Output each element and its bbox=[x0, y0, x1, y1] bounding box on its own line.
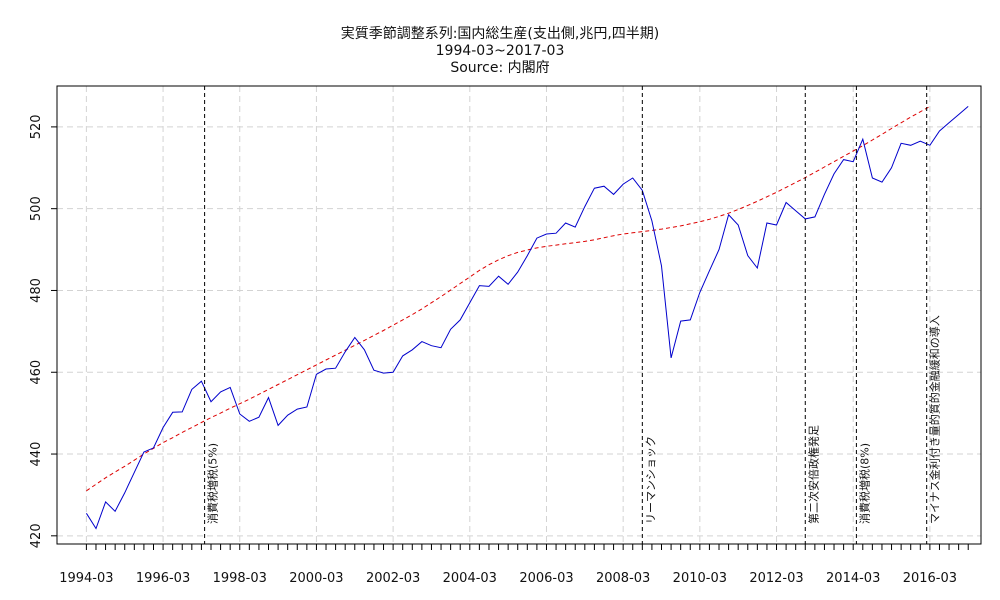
y-tick-label: 480 bbox=[29, 278, 44, 303]
x-tick-label: 2006-03 bbox=[519, 571, 573, 586]
event-layer: 消費税増税(5%) リーマンショック 第二次安倍政権発足 消費税増税(8%) マイナス金… bbox=[204, 86, 942, 544]
trend-layer bbox=[86, 105, 931, 492]
chart-subtitle-period: 1994-03~2017-03 bbox=[435, 43, 565, 59]
gdp-layer bbox=[85, 106, 969, 530]
x-tick-label: 2008-03 bbox=[596, 571, 650, 586]
y-tick-label: 460 bbox=[29, 360, 44, 385]
y-tick-label: 420 bbox=[29, 523, 44, 548]
y-tick-label: 440 bbox=[29, 442, 44, 467]
axis-layer: 420 440 460 480 500 520 1994-03 1996-03 1998-03 2… bbox=[29, 114, 969, 586]
event-label: 消費税増税(8%) bbox=[857, 443, 871, 524]
chart-title-block: 実質季節調整系列:国内総生産(支出側,兆円,四半期) 1994-03~2017-… bbox=[0, 26, 1000, 77]
x-tick-label: 2002-03 bbox=[366, 571, 420, 586]
x-tick-label: 2012-03 bbox=[749, 571, 803, 586]
gdp-series-line bbox=[85, 106, 969, 530]
x-tick-label: 1998-03 bbox=[213, 571, 267, 586]
x-tick-label: 2000-03 bbox=[289, 571, 343, 586]
x-tick-label: 2004-03 bbox=[443, 571, 497, 586]
y-tick-label: 520 bbox=[29, 114, 44, 139]
x-tick-label: 2016-03 bbox=[903, 571, 957, 586]
trend-series-line bbox=[86, 105, 931, 492]
x-tick-label: 2014-03 bbox=[826, 571, 880, 586]
event-label: 第二次安倍政権発足 bbox=[806, 425, 820, 524]
y-tick-label: 500 bbox=[29, 196, 44, 221]
grid-layer bbox=[57, 86, 981, 544]
event-label: 消費税増税(5%) bbox=[206, 443, 220, 524]
plot-area-border bbox=[56, 85, 982, 545]
chart-title: 実質季節調整系列:国内総生産(支出側,兆円,四半期) bbox=[340, 26, 660, 42]
x-tick-label: 1994-03 bbox=[59, 571, 113, 586]
x-tick-label: 1996-03 bbox=[136, 571, 190, 586]
event-label: リーマンショック bbox=[644, 436, 657, 524]
chart-subtitle-source: Source: 内閣府 bbox=[450, 60, 550, 76]
event-label: マイナス金利付き量的質的金融緩和の導入 bbox=[928, 315, 942, 524]
x-tick-label: 2010-03 bbox=[673, 571, 727, 586]
